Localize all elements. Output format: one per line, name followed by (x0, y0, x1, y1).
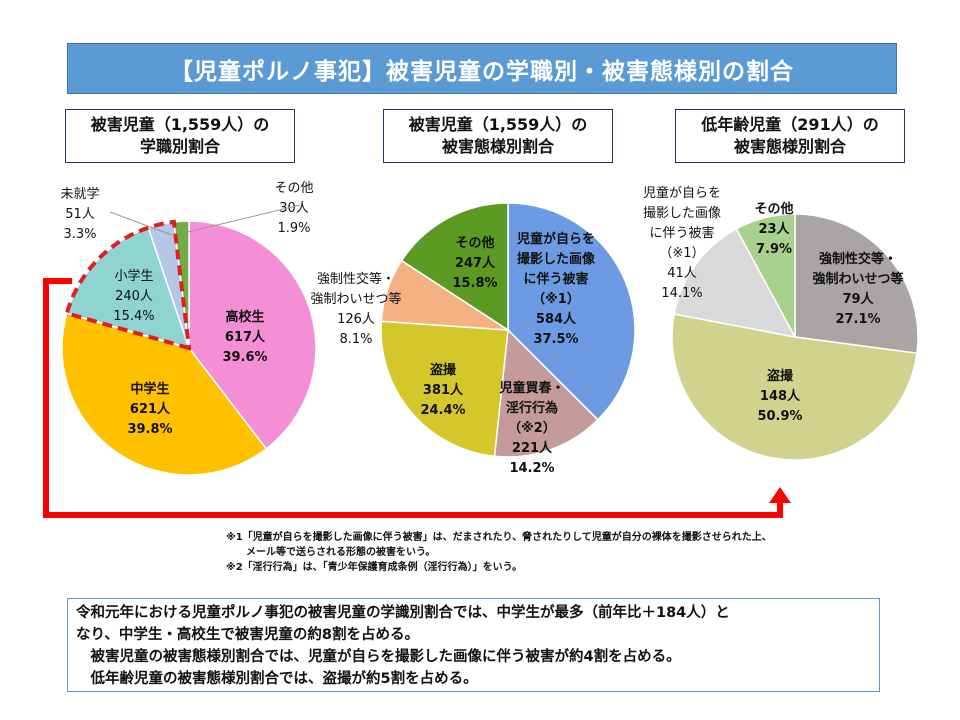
pie-school (61, 219, 317, 476)
pie-slice (794, 213, 919, 355)
slice-label: 126人 (337, 312, 375, 327)
slice-label: 撮影した画像 (643, 205, 721, 221)
slice-label: 24.4% (420, 403, 465, 418)
slice-label: 240人 (115, 289, 153, 304)
pie-young (671, 213, 919, 461)
highlight-dashed-outline (64, 219, 192, 351)
slice-label: （※1） (532, 291, 580, 307)
slice-label: その他 (754, 201, 793, 217)
leader-line (109, 211, 173, 236)
slice-label: 39.8% (127, 422, 172, 437)
slice-label: 8.1% (339, 332, 372, 347)
pie-slice (380, 320, 509, 458)
chart-title-line: 被害児童（1,559人）の (90, 115, 270, 134)
slice-label: 盗撮 (430, 362, 457, 378)
connector-arrow (43, 278, 783, 518)
slice-label: 15.4% (113, 309, 154, 324)
chart-title-line: 被害態様別割合 (441, 137, 554, 156)
slice-label: 247人 (455, 255, 496, 271)
slice-label: 強制わいせつ等 (310, 291, 401, 307)
slice-label: （※2） (508, 420, 556, 436)
pie-slice (735, 213, 796, 338)
chart-title-line: 被害態様別割合 (733, 137, 846, 156)
slice-label: 淫行行為 (506, 400, 558, 416)
slice-label: 617人 (225, 329, 266, 345)
slice-label: 148人 (760, 388, 801, 404)
slice-label: 盗撮 (767, 368, 794, 384)
slice-label: に伴う被害 (649, 225, 714, 241)
chart-title-school: 被害児童（1,559人）の 学職別割合 (65, 109, 295, 163)
slice-label: 児童が自らを (643, 185, 721, 201)
footnote: ※2「淫行行為」は、「青少年保護育成条例（淫行行為）」をいう。 (226, 562, 523, 573)
slice-label: 79人 (842, 291, 874, 307)
slice-label: 23人 (758, 221, 790, 237)
summary-box: 令和元年における児童ポルノ事犯の被害児童の学識別割合では、中学生が最多（前年比＋… (67, 598, 880, 692)
slice-label: 1.9% (277, 221, 310, 236)
slice-label: 中学生 (130, 381, 169, 397)
slice-label: 39.6% (222, 350, 267, 365)
pie-damage (380, 202, 636, 458)
summary-line: 被害児童の被害態様別割合では、児童が自らを撮影した画像に伴う被害が約4割を占める… (76, 649, 681, 665)
pie-slice (61, 312, 268, 476)
chart-title-line: 学職別割合 (139, 137, 220, 156)
pie-slice (671, 313, 918, 461)
slice-label: 高校生 (225, 309, 264, 325)
slice-label: 撮影した画像 (517, 251, 596, 267)
slice-label: に伴う被害 (523, 271, 588, 287)
slice-label: 3.3% (63, 227, 96, 242)
pie-slice (507, 202, 636, 421)
slice-label: 未就学 (60, 186, 99, 202)
slice-label: 14.2% (509, 461, 554, 476)
slice-label: 7.9% (756, 242, 792, 257)
slice-label: 621人 (130, 401, 171, 417)
pie-slice (188, 220, 317, 450)
slice-label: その他 (455, 235, 494, 251)
footnote: メール等で送らされる形態の被害をいう。 (226, 547, 436, 558)
chart-title-line: 被害児童（1,559人）の (408, 115, 588, 134)
slice-label: 584人 (536, 311, 577, 327)
slice-label: 小学生 (114, 268, 153, 284)
chart-title-line: 低年齢児童（291人）の (701, 115, 879, 134)
slice-label: 児童買春・ (498, 380, 564, 396)
slice-label: 51人 (65, 207, 95, 222)
slice-label: （※1） (659, 246, 704, 261)
slice-label: 27.1% (835, 312, 880, 327)
slice-label: その他 (274, 181, 313, 196)
slice-label: 児童が自らを (516, 231, 595, 247)
slice-label: 381人 (423, 382, 464, 398)
chart-title-young: 低年齢児童（291人）の 被害態様別割合 (675, 109, 905, 163)
slice-label: 強制性交等・ (819, 251, 897, 267)
pie-slice (493, 328, 599, 458)
leader-line (187, 204, 301, 233)
chart-title-damage: 被害児童（1,559人）の 被害態様別割合 (383, 109, 613, 163)
slice-label: 221人 (512, 440, 553, 456)
footnote: ※1「児童が自らを撮影した画像に伴う被害」は、だまされたり、脅されたりして児童が… (226, 532, 772, 543)
summary-line: 令和元年における児童ポルノ事犯の被害児童の学識別割合では、中学生が最多（前年比＋… (76, 605, 730, 621)
slice-label: 30人 (279, 201, 309, 216)
slice-label: 15.8% (452, 276, 497, 291)
pie-slice (400, 202, 509, 332)
pie-slice (673, 227, 797, 339)
slice-label: 14.1% (661, 286, 702, 301)
summary-line: なり、中学生・高校生で被害児童の約8割を占める。 (76, 627, 420, 643)
slice-label: 41人 (667, 266, 697, 281)
summary-line: 低年齢児童の被害態様別割合では、盗撮が約5割を占める。 (76, 671, 478, 687)
slice-label: 強制わいせつ等 (812, 271, 903, 287)
slice-label: 強制性交等・ (317, 271, 395, 287)
footnotes: ※1「児童が自らを撮影した画像に伴う被害」は、だまされたり、脅されたりして児童が… (226, 530, 916, 575)
arrowhead-icon (769, 487, 791, 503)
slice-label: 50.9% (757, 409, 802, 424)
page-title: 【児童ポルノ事犯】被害児童の学職別・被害態様別の割合 (67, 43, 897, 94)
slice-label: 37.5% (533, 332, 578, 347)
slice-labels: 高校生 617人 39.6% 中学生 621人 39.8% 小学生 240人 15.4% 未就学 5… (60, 181, 903, 476)
